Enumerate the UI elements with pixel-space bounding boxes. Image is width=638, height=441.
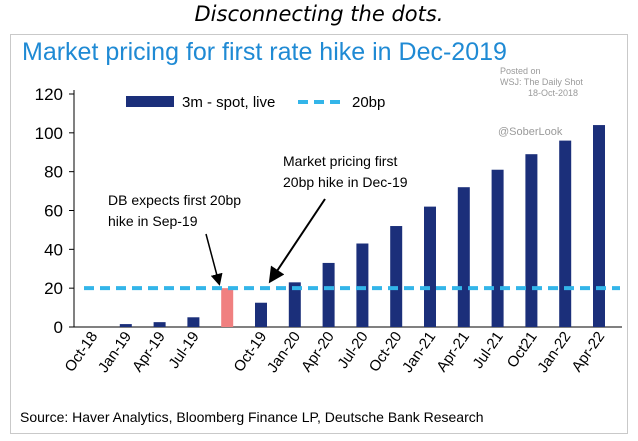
- annotation-market-text: Market pricing first: [283, 153, 397, 169]
- legend-swatch-3m-spot: [126, 96, 174, 107]
- bar: [593, 125, 605, 327]
- annotation-arrow-db: [205, 233, 223, 286]
- x-tick-label: Oct-18: [62, 329, 102, 376]
- caption: Disconnecting the dots.: [194, 2, 444, 26]
- y-tick-label: 120: [35, 85, 63, 104]
- y-tick-label: 60: [44, 202, 63, 221]
- y-tick-label: 80: [44, 163, 63, 182]
- y-tick-label: 100: [35, 124, 63, 143]
- bar: [457, 187, 470, 327]
- annotation-arrow-market: [268, 198, 326, 284]
- x-tick-label: Jan-21: [399, 329, 439, 376]
- x-tick-label: Jan-22: [534, 329, 574, 376]
- x-tick-label: Oct-19: [231, 329, 271, 376]
- bar: [424, 206, 436, 327]
- x-tick-label: Apr-20: [298, 329, 338, 376]
- bar: [559, 140, 572, 327]
- bar: [322, 262, 335, 327]
- x-tick-label: Apr-22: [569, 329, 609, 376]
- annotation-market-text: 20bp hike in Dec-19: [283, 174, 408, 190]
- chart-title: Market pricing for first rate hike in De…: [22, 38, 507, 66]
- y-tick-label: 0: [54, 318, 63, 337]
- watermark-publisher: WSJ: The Daily Shot: [500, 77, 583, 87]
- bar: [356, 243, 369, 327]
- x-tick-label: Apr-21: [433, 329, 473, 376]
- watermark-date: 18-Oct-2018: [528, 88, 579, 98]
- annotation-db-text: hike in Sep-19: [108, 213, 198, 229]
- watermark-handle: @SoberLook: [498, 126, 563, 138]
- watermark-posted: Posted on: [500, 66, 541, 76]
- bar: [491, 169, 504, 327]
- watermark: Posted on WSJ: The Daily Shot 18-Oct-201…: [500, 66, 583, 99]
- source-note: Source: Haver Analytics, Bloomberg Finan…: [20, 409, 484, 425]
- x-tick-label: Jul-19: [165, 329, 202, 372]
- highlight-bar: [221, 288, 234, 327]
- x-tick-label: Jan-20: [264, 329, 304, 376]
- x-tick-label: Apr-19: [129, 329, 169, 376]
- bar: [390, 226, 403, 327]
- x-tick-label: Jan-19: [95, 329, 135, 376]
- y-tick-label: 20: [44, 279, 63, 298]
- bar: [153, 322, 166, 327]
- bar: [187, 317, 200, 327]
- bar: [255, 302, 267, 327]
- bar: [288, 282, 301, 327]
- x-tick-label: Jul-21: [470, 329, 507, 372]
- legend-label-3m-spot: 3m - spot, live: [182, 94, 275, 111]
- annotation-db-text: DB expects first 20bp: [108, 192, 241, 208]
- x-tick-label: Oct-20: [366, 329, 406, 376]
- legend-label-20bp: 20bp: [352, 94, 385, 111]
- y-tick-label: 40: [44, 240, 63, 259]
- bar: [525, 154, 538, 327]
- chart-frame: [10, 34, 628, 434]
- bar: [119, 324, 132, 327]
